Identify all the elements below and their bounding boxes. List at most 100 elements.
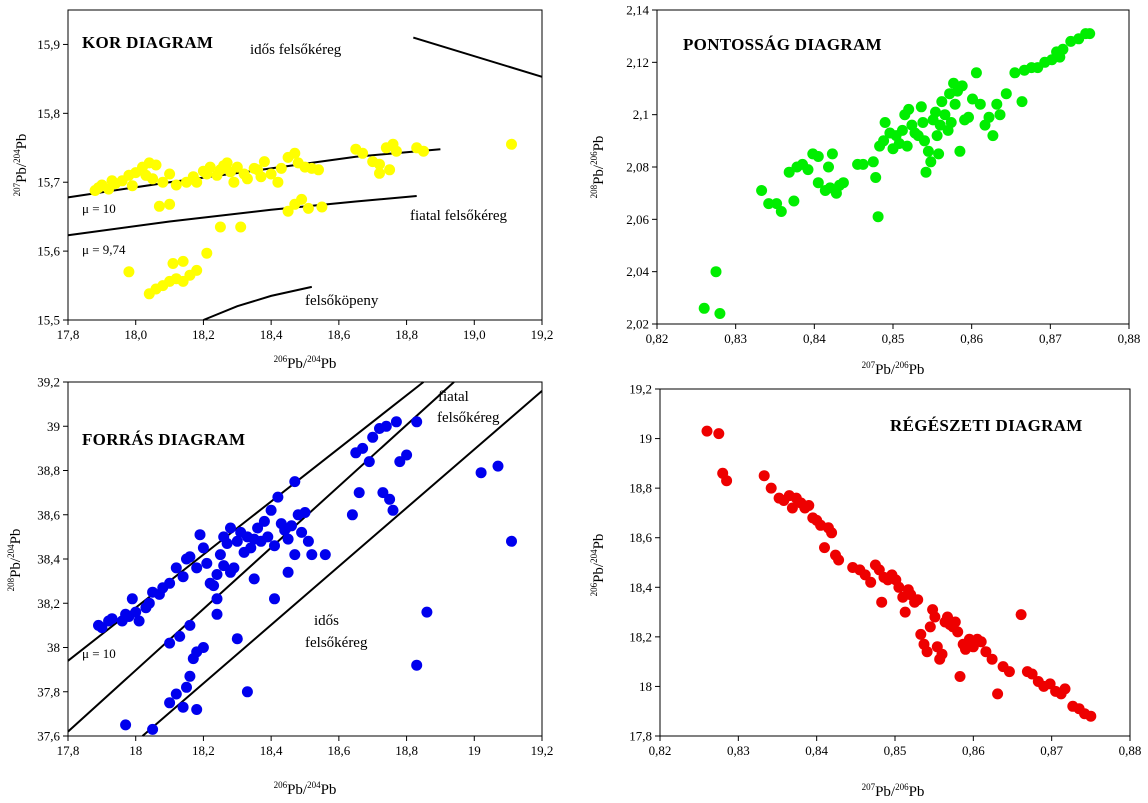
- data-points: [89, 138, 517, 300]
- data-point: [167, 258, 179, 269]
- data-point: [802, 164, 814, 176]
- data-point: [231, 535, 243, 547]
- data-point: [302, 202, 314, 214]
- annotation-mu-974: μ = 9,74: [82, 242, 126, 257]
- data-point: [197, 642, 209, 653]
- data-point: [374, 167, 385, 179]
- y-tick-label: 38,4: [37, 552, 60, 567]
- data-point: [992, 688, 1004, 700]
- reference-curves: [67, 36, 543, 321]
- data-point: [837, 177, 849, 189]
- y-tick-label: 18,4: [629, 580, 652, 595]
- data-point: [1009, 67, 1021, 79]
- data-point: [353, 487, 365, 499]
- data-point: [411, 659, 423, 671]
- data-point: [945, 117, 957, 128]
- data-point: [208, 580, 220, 592]
- data-point: [401, 449, 413, 461]
- data-point: [893, 581, 905, 593]
- x-tick-label: 18,4: [260, 743, 283, 758]
- panel-pontossag-diagram: 2,02 2,04 2,06 2,08 2,1 2,12 2,14 0,82 0,83 0,84…: [589, 3, 1140, 379]
- data-point: [174, 630, 186, 642]
- y-tick-label: 2,1: [633, 107, 649, 122]
- data-points: [698, 28, 1096, 319]
- x-axis-label: 206Pb/204Pb: [274, 354, 337, 372]
- chart-title: KOR DIAGRAM: [82, 33, 213, 52]
- data-point: [357, 442, 369, 454]
- data-point: [812, 177, 824, 189]
- x-axis: 17,8 18 18,2 18,4 18,6 18,8 19 19,2: [57, 736, 553, 758]
- data-point: [865, 576, 877, 588]
- x-tick-label: 0,85: [884, 743, 907, 758]
- data-point: [231, 633, 243, 645]
- data-point: [164, 697, 176, 709]
- data-point: [191, 704, 203, 715]
- data-point: [258, 515, 270, 527]
- y-axis-label: 208Pb/204Pb: [6, 529, 24, 592]
- data-point: [901, 140, 913, 152]
- data-point: [262, 531, 274, 543]
- data-point: [289, 549, 301, 561]
- annotation-fiatal-felsokereg: fiatal felsőkéreg: [410, 208, 508, 224]
- y-axis: 17,8 18 18,2 18,4 18,6 18,8 19 19,2: [629, 382, 660, 744]
- data-point: [915, 101, 927, 113]
- data-point: [225, 522, 236, 534]
- data-point: [952, 626, 964, 638]
- data-point: [269, 540, 280, 552]
- data-point: [147, 723, 159, 735]
- data-point: [177, 571, 189, 583]
- x-tick-label: 0,83: [727, 743, 750, 758]
- data-point: [177, 255, 189, 267]
- data-point: [211, 569, 223, 580]
- data-point: [922, 145, 934, 157]
- data-point: [970, 67, 982, 79]
- data-point: [876, 596, 888, 608]
- x-tick-label: 18,4: [260, 327, 283, 342]
- data-point: [936, 648, 948, 660]
- data-point: [921, 646, 933, 658]
- data-point: [211, 608, 223, 620]
- data-point: [201, 557, 213, 569]
- x-tick-label: 0,83: [724, 331, 747, 346]
- data-point: [1085, 710, 1097, 722]
- reference-line: [67, 381, 455, 733]
- data-point: [917, 117, 929, 128]
- data-point: [306, 549, 318, 561]
- y-tick-label: 15,5: [37, 313, 60, 328]
- data-point: [218, 560, 230, 572]
- data-point: [302, 535, 314, 547]
- data-point: [282, 533, 294, 545]
- y-tick-label: 2,14: [626, 3, 649, 18]
- data-point: [983, 111, 995, 123]
- data-point: [763, 198, 775, 210]
- annotation-fiatal: fiatal: [438, 389, 469, 405]
- data-point: [954, 145, 966, 157]
- data-point: [384, 493, 396, 505]
- x-tick-label: 0,86: [960, 331, 983, 346]
- data-point: [788, 195, 800, 207]
- chart-title: FORRÁS DIAGRAM: [82, 430, 245, 449]
- y-tick-label: 17,8: [629, 729, 652, 744]
- data-point: [275, 162, 287, 174]
- data-point: [191, 562, 203, 574]
- data-point: [949, 98, 961, 110]
- data-point: [803, 500, 815, 511]
- x-tick-label: 18,6: [327, 327, 350, 342]
- x-axis-label: 207Pb/206Pb: [862, 360, 925, 378]
- annotation-felsokereg-bottom: felsőkéreg: [305, 635, 368, 651]
- reference-line: [67, 195, 417, 237]
- data-point: [201, 168, 213, 180]
- data-point: [930, 106, 941, 118]
- y-tick-label: 38,8: [37, 463, 60, 478]
- y-axis: 15,5 15,6 15,7 15,8 15,9: [37, 37, 68, 328]
- data-point: [197, 542, 209, 554]
- data-point: [265, 168, 277, 180]
- data-point: [96, 622, 108, 634]
- data-point: [418, 145, 429, 157]
- data-point: [106, 613, 118, 625]
- data-point: [164, 198, 176, 210]
- data-point: [153, 200, 165, 212]
- x-tick-label: 18,2: [192, 327, 215, 342]
- data-point: [933, 148, 945, 160]
